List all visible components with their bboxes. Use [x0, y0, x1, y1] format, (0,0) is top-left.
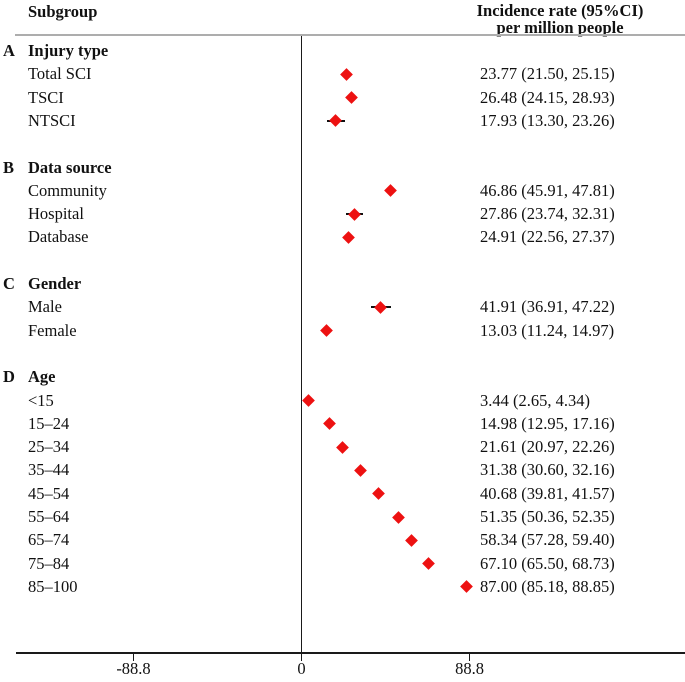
row-label: 75–84: [28, 553, 70, 573]
value-text: 14.98 (12.95, 17.16): [480, 413, 615, 433]
row-label: NTSCI: [28, 110, 76, 130]
diamond-marker: [323, 417, 337, 431]
row-label: 65–74: [28, 530, 70, 550]
value-text: 13.03 (11.24, 14.97): [480, 320, 615, 340]
value-text: 40.68 (39.81, 41.57): [480, 483, 615, 503]
row-label: 35–44: [28, 460, 70, 480]
group-label: Injury type: [28, 41, 109, 60]
header-rule: [15, 34, 685, 36]
value-text: 41.91 (36.91, 47.22): [480, 297, 615, 317]
row-label: Male: [28, 297, 62, 317]
group-letter: A: [3, 41, 15, 60]
row-label: TSCI: [28, 87, 64, 107]
diamond-marker: [301, 394, 315, 407]
value-text: 27.86 (23.74, 32.31): [480, 204, 615, 224]
value-text: 46.86 (45.91, 47.81): [480, 180, 615, 200]
group-label: Data source: [28, 157, 112, 177]
diamond-marker: [347, 207, 361, 221]
value-text: 87.00 (85.18, 88.85): [480, 576, 615, 596]
value-text: 67.10 (65.50, 68.73): [480, 553, 615, 573]
value-column-header: Incidence rate (95%CI) per million peopl…: [450, 2, 670, 36]
diamond-marker: [345, 91, 358, 104]
x-tick-label: -88.8: [116, 659, 151, 678]
row-label: 85–100: [28, 576, 78, 596]
x-axis-line: [16, 652, 685, 654]
x-tick: [132, 653, 135, 661]
value-text: 24.91 (22.56, 27.37): [480, 227, 615, 247]
diamond-marker: [336, 440, 349, 454]
diamond-marker: [329, 114, 342, 128]
value-header-line2: per million people: [496, 18, 624, 37]
diamond-marker: [459, 580, 473, 594]
row-label: 25–34: [28, 437, 70, 457]
diamond-marker: [342, 231, 355, 244]
subgroup-column-header: Subgroup: [28, 2, 98, 21]
value-text: 3.44 (2.65, 4.34): [480, 390, 590, 410]
row-label: <15: [28, 390, 54, 410]
diamond-marker: [340, 67, 353, 81]
group-letter: C: [3, 274, 15, 293]
diamond-marker: [374, 300, 388, 314]
value-text: 21.61 (20.97, 22.26): [480, 437, 615, 457]
value-text: 23.77 (21.50, 25.15): [480, 64, 615, 84]
group-label: Age: [28, 367, 56, 387]
diamond-marker: [392, 510, 406, 524]
diamond-marker: [319, 324, 333, 337]
row-label: 15–24: [28, 413, 70, 433]
row-label: 55–64: [28, 507, 70, 526]
x-tick: [300, 653, 303, 661]
zero-reference-line: [300, 36, 303, 661]
diamond-marker: [354, 464, 368, 477]
diamond-marker: [422, 557, 435, 570]
value-text: 58.34 (57.28, 59.40): [480, 530, 615, 550]
row-label: Database: [28, 227, 89, 247]
row-label: 45–54: [28, 483, 70, 503]
x-tick-label: 0: [297, 659, 306, 678]
x-tick-label: 88.8: [455, 659, 484, 678]
row-label: Hospital: [28, 204, 84, 224]
diamond-marker: [372, 487, 385, 501]
value-header-line1: Incidence rate (95%CI): [476, 1, 644, 20]
row-label: Total SCI: [28, 64, 92, 84]
x-tick: [468, 653, 471, 661]
group-label: Gender: [28, 274, 82, 293]
value-text: 51.35 (50.36, 52.35): [480, 507, 615, 526]
row-label: Community: [28, 180, 107, 200]
diamond-marker: [405, 533, 419, 547]
group-letter: B: [3, 157, 15, 177]
diamond-marker: [383, 184, 397, 198]
value-text: 31.38 (30.60, 32.16): [480, 460, 615, 480]
row-label: Female: [28, 320, 77, 340]
value-text: 17.93 (13.30, 23.26): [480, 110, 615, 130]
value-text: 26.48 (24.15, 28.93): [480, 87, 615, 107]
group-letter: D: [3, 367, 15, 387]
